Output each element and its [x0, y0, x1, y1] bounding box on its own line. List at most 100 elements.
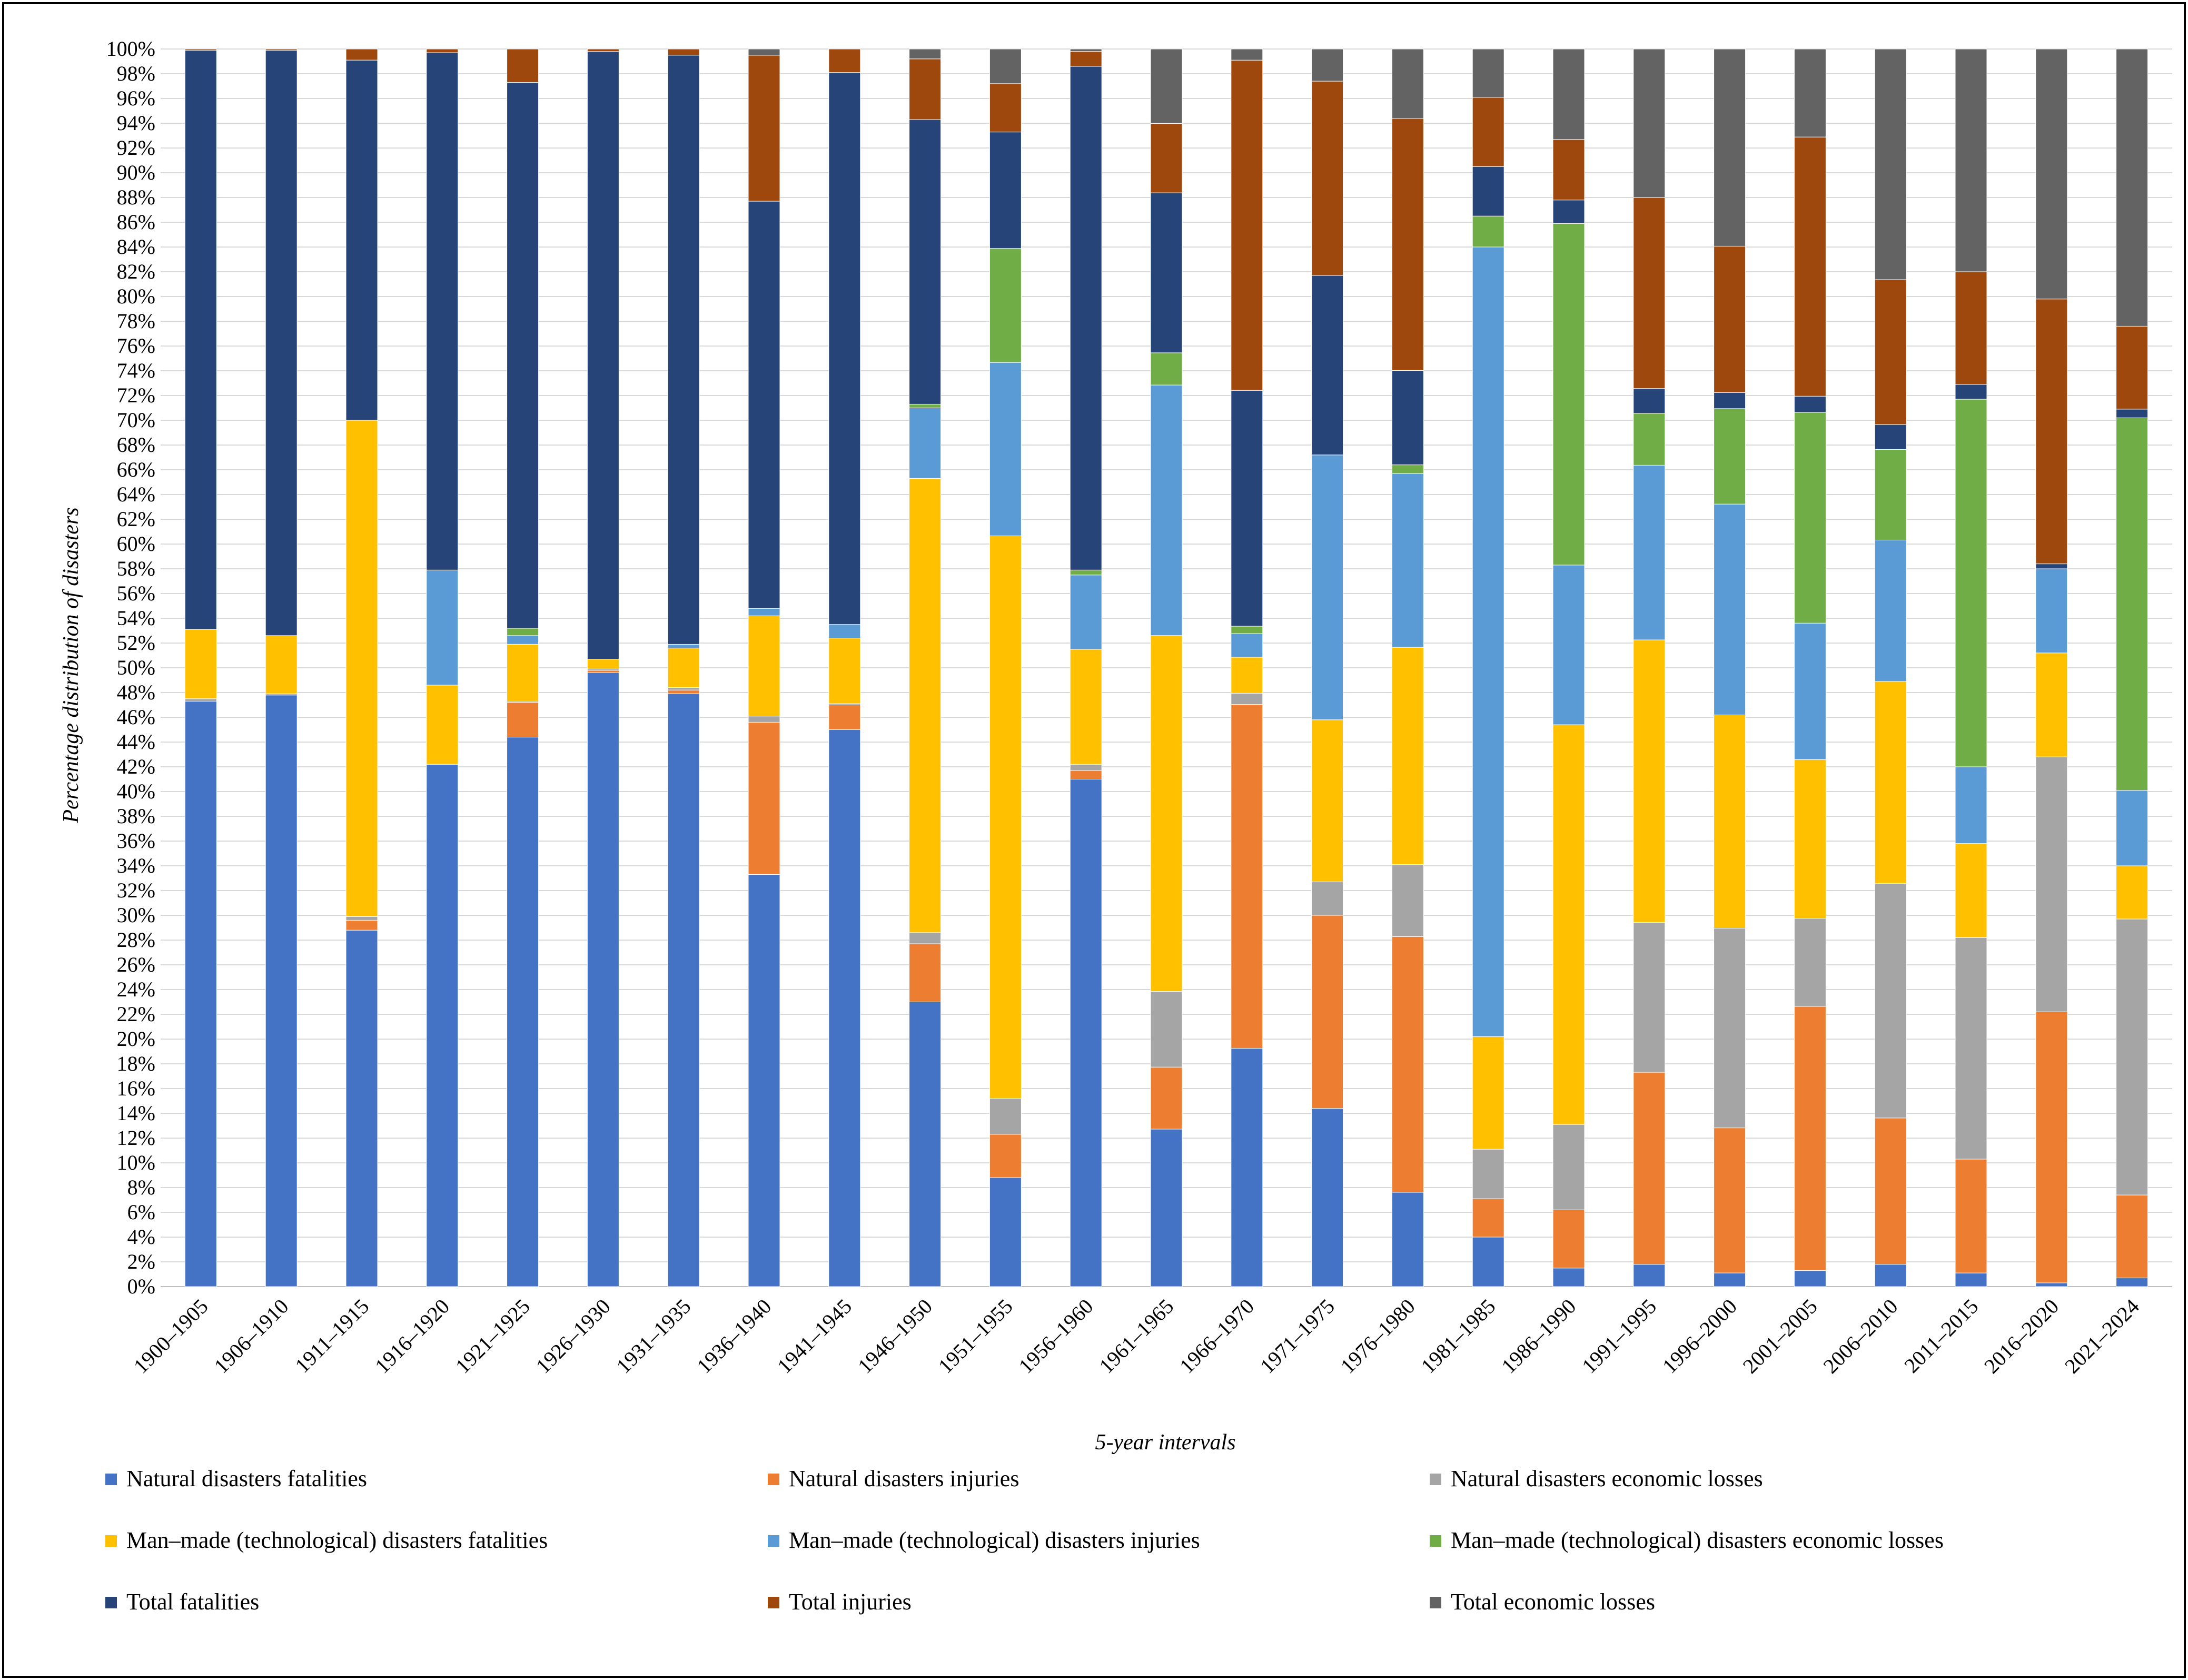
bar-segment [748, 55, 780, 202]
bar-segment [1231, 48, 1263, 61]
bar-stack-1976–1980 [1391, 48, 1424, 1287]
bar-segment [1714, 408, 1746, 505]
bar-segment [265, 48, 298, 51]
y-tick-label: 74% [117, 359, 155, 382]
bar-stack-2006–2010 [1874, 48, 1907, 1287]
bar-segment [426, 764, 459, 1287]
legend: Natural disasters fatalities Natural disa… [105, 1466, 1944, 1615]
bar-segment [1955, 384, 1987, 400]
y-tick-label: 70% [117, 408, 155, 432]
bar-segment [1794, 136, 1826, 397]
bar-segment [345, 60, 378, 421]
bar-segment [1311, 454, 1344, 720]
bar-segment [2116, 325, 2149, 410]
bar-segment [2035, 568, 2068, 654]
bar-segment [2035, 653, 2068, 757]
x-axis-title: 5-year intervals [1095, 1430, 1235, 1455]
bar-segment [1552, 1268, 1585, 1287]
bar-segment [1955, 399, 1987, 767]
bar-segment [748, 722, 780, 875]
y-tick-label: 90% [117, 161, 155, 184]
legend-item: Total economic losses [1430, 1589, 1655, 1615]
bar-segment [507, 628, 539, 636]
bar-segment [1391, 118, 1424, 371]
bar-segment [1874, 279, 1907, 425]
bar-segment [1311, 719, 1344, 883]
bar-segment [989, 248, 1022, 363]
bar-segment [1472, 97, 1504, 167]
legend-item: Natural disasters injuries [768, 1466, 1019, 1491]
legend-label: Natural disasters injuries [789, 1466, 1019, 1491]
bar-segment [909, 403, 942, 409]
bar-segment [1874, 539, 1907, 682]
bar-segment [667, 55, 700, 645]
legend-item: Man–made (technological) disasters injur… [768, 1527, 1200, 1553]
bar-segment [1231, 390, 1263, 627]
legend-label: Natural disasters fatalities [126, 1466, 367, 1491]
y-tick-label: 18% [117, 1052, 155, 1075]
bar-segment [1794, 759, 1826, 919]
bar-segment [1472, 1237, 1504, 1287]
y-tick-label: 26% [117, 953, 155, 976]
y-tick-label: 8% [127, 1175, 155, 1199]
y-tick-label: 38% [117, 804, 155, 828]
bar-segment [587, 48, 619, 52]
bar-segment [1874, 1264, 1907, 1287]
bar-segment [1794, 412, 1826, 624]
bar-segment [1231, 1047, 1263, 1287]
legend-label: Man–made (technological) disasters fatal… [126, 1527, 548, 1553]
y-tick-label: 66% [117, 458, 155, 481]
y-tick-label: 10% [117, 1151, 155, 1174]
bar-segment [587, 672, 619, 1287]
bars [184, 48, 2149, 1287]
bar-segment [1794, 1270, 1826, 1287]
y-tick-label: 92% [117, 136, 155, 160]
legend-swatch [105, 1597, 117, 1608]
y-tick-label: 34% [117, 854, 155, 877]
bar-segment [748, 874, 780, 1287]
y-tick-label: 60% [117, 532, 155, 556]
bar-segment [1714, 1272, 1746, 1287]
bar-segment [1391, 1192, 1424, 1287]
bar-segment [1552, 565, 1585, 725]
bar-segment [1311, 48, 1344, 82]
bar-segment [184, 700, 217, 1287]
bar-segment [909, 943, 942, 1003]
bar-segment [1955, 1272, 1987, 1287]
bar-stack-1966–1970 [1231, 48, 1263, 1287]
y-tick-label: 72% [117, 383, 155, 407]
bar-segment [1070, 779, 1102, 1287]
bar-segment [1150, 384, 1183, 636]
bar-segment [1391, 473, 1424, 648]
bar-segment [587, 659, 619, 669]
bar-segment [1794, 1006, 1826, 1271]
bar-stack-2001–2005 [1794, 48, 1826, 1287]
legend-item: Man–made (technological) disasters fatal… [105, 1527, 548, 1553]
bar-segment [1714, 714, 1746, 928]
bar-stack-1936–1940 [748, 48, 780, 1287]
bar-segment [1552, 48, 1585, 140]
bar-stack-1971–1975 [1311, 48, 1344, 1287]
bar-segment [667, 689, 700, 694]
bar-segment [828, 48, 861, 73]
bar-segment [1070, 575, 1102, 650]
bar-segment [828, 729, 861, 1287]
y-tick-label: 98% [117, 62, 155, 85]
y-tick-label: 94% [117, 111, 155, 135]
y-tick-label: 6% [127, 1200, 155, 1224]
y-tick-label: 2% [127, 1250, 155, 1273]
bar-segment [1955, 271, 1987, 385]
y-tick-label: 88% [117, 185, 155, 209]
bar-segment [1633, 48, 1666, 198]
bar-segment [345, 920, 378, 931]
bar-segment [1633, 465, 1666, 640]
bar-segment [184, 50, 217, 630]
bar-segment [1552, 223, 1585, 566]
bar-segment [1391, 48, 1424, 119]
bar-segment [667, 644, 700, 648]
y-tick-label: 20% [117, 1027, 155, 1051]
bar-segment [2035, 756, 2068, 1012]
y-tick-label: 64% [117, 482, 155, 506]
y-tick-label: 22% [117, 1002, 155, 1026]
bar-segment [1955, 843, 1987, 938]
